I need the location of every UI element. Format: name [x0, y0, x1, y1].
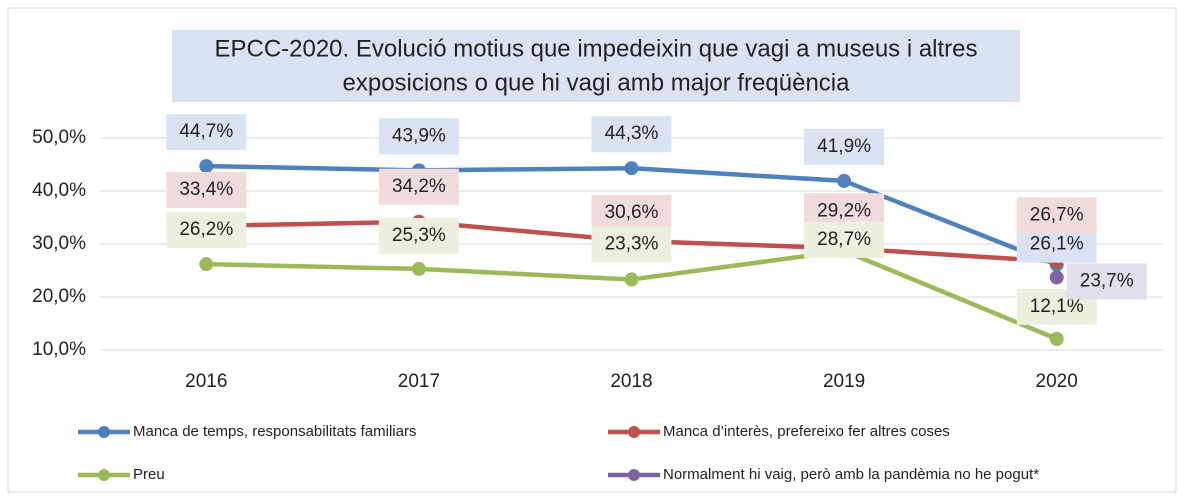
data-label: 34,2% — [392, 176, 446, 197]
data-label-box — [591, 116, 672, 153]
x-tick-label: 2016 — [185, 371, 227, 392]
data-label: 28,7% — [817, 229, 871, 250]
chart-title: exposicions o que hi vagi amb major freq… — [343, 69, 851, 96]
data-label-box — [591, 194, 672, 231]
data-point — [199, 257, 214, 272]
data-label-box — [378, 217, 459, 254]
x-tick-label: 2017 — [398, 371, 440, 392]
legend-marker — [628, 469, 640, 481]
data-label: 26,7% — [1030, 205, 1084, 226]
data-label: 41,9% — [817, 136, 871, 157]
legend-marker — [98, 469, 110, 481]
x-tick-label: 2020 — [1036, 371, 1078, 392]
data-point — [624, 161, 639, 176]
data-point — [1049, 331, 1064, 346]
y-tick-label: 20,0% — [32, 286, 86, 307]
data-label: 25,3% — [392, 225, 446, 246]
legend-label: Manca d’interès, prefereixo fer altres c… — [663, 423, 950, 440]
data-label-box — [378, 168, 459, 205]
data-point — [837, 173, 852, 188]
data-label: 26,2% — [179, 219, 233, 240]
y-tick-label: 10,0% — [32, 339, 86, 360]
data-label: 23,7% — [1080, 270, 1134, 291]
legend-marker — [628, 426, 640, 438]
legend-marker — [98, 426, 110, 438]
data-label-box — [1016, 197, 1097, 234]
chart-title: EPCC-2020. Evolució motius que impedeixi… — [214, 35, 977, 62]
data-label-box — [804, 221, 885, 258]
data-label: 30,6% — [605, 202, 659, 223]
x-tick-label: 2019 — [823, 371, 865, 392]
data-label: 43,9% — [392, 125, 446, 146]
y-tick-label: 50,0% — [32, 127, 86, 148]
data-label-box — [166, 171, 247, 208]
data-label: 44,3% — [605, 123, 659, 144]
data-point — [624, 272, 639, 287]
data-label: 12,1% — [1030, 296, 1084, 317]
legend-label: Normalment hi vaig, però amb la pandèmia… — [663, 466, 1039, 483]
title-box — [172, 30, 1020, 102]
data-label-box — [166, 212, 247, 249]
data-label: 44,7% — [179, 121, 233, 142]
data-label: 29,2% — [817, 200, 871, 221]
data-point — [1049, 270, 1064, 285]
data-label-box — [804, 128, 885, 165]
data-point — [411, 261, 426, 276]
data-label: 23,3% — [605, 234, 659, 255]
data-point — [199, 159, 214, 174]
data-label-box — [378, 118, 459, 155]
data-label: 26,1% — [1030, 234, 1084, 255]
y-tick-label: 30,0% — [32, 233, 86, 254]
data-label-box — [166, 114, 247, 151]
y-tick-label: 40,0% — [32, 180, 86, 201]
data-label: 33,4% — [179, 179, 233, 200]
data-label-box — [1066, 263, 1147, 300]
legend-label: Preu — [133, 466, 165, 483]
data-label-box — [591, 226, 672, 263]
x-tick-label: 2018 — [610, 371, 652, 392]
legend-label: Manca de temps, responsabilitats familia… — [133, 423, 416, 440]
